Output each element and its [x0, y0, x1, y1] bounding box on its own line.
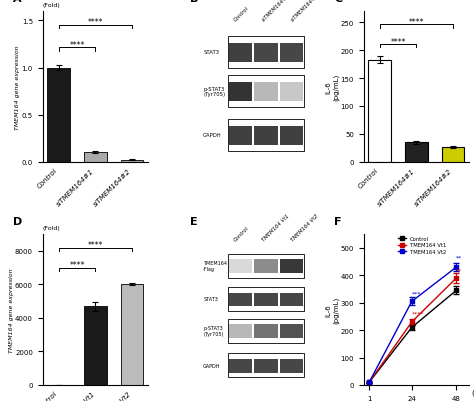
- Text: ****: ****: [88, 241, 103, 250]
- Y-axis label: TMEM164 gene expression: TMEM164 gene expression: [9, 267, 14, 352]
- FancyBboxPatch shape: [280, 293, 303, 307]
- FancyBboxPatch shape: [255, 260, 278, 273]
- Text: E: E: [191, 216, 198, 226]
- Text: (h): (h): [471, 389, 474, 395]
- FancyBboxPatch shape: [280, 359, 303, 373]
- Text: siTMEM164#2: siTMEM164#2: [290, 0, 320, 22]
- Text: ****: ****: [409, 18, 424, 27]
- FancyBboxPatch shape: [255, 127, 278, 145]
- Text: TMEM164
-Flag: TMEM164 -Flag: [203, 261, 227, 271]
- FancyBboxPatch shape: [280, 127, 303, 145]
- Text: ****: ****: [69, 261, 85, 270]
- FancyBboxPatch shape: [255, 44, 278, 63]
- Text: p-STAT3
(Tyr705): p-STAT3 (Tyr705): [203, 326, 224, 336]
- Text: D: D: [13, 216, 22, 226]
- Text: GAPDH: GAPDH: [203, 363, 221, 368]
- FancyBboxPatch shape: [229, 127, 252, 145]
- Bar: [84, 306, 107, 385]
- FancyBboxPatch shape: [280, 83, 303, 102]
- FancyBboxPatch shape: [228, 319, 304, 343]
- Bar: [442, 148, 465, 162]
- Text: (Fold): (Fold): [43, 225, 60, 230]
- Bar: [368, 61, 391, 162]
- Text: p-STAT3
(Tyr705): p-STAT3 (Tyr705): [203, 86, 225, 97]
- Text: GAPDH: GAPDH: [203, 133, 222, 138]
- FancyBboxPatch shape: [228, 254, 304, 278]
- FancyBboxPatch shape: [280, 324, 303, 338]
- Bar: [84, 153, 107, 162]
- Bar: [121, 285, 144, 385]
- FancyBboxPatch shape: [228, 76, 304, 107]
- FancyBboxPatch shape: [229, 324, 252, 338]
- Text: STAT3: STAT3: [203, 297, 218, 302]
- FancyBboxPatch shape: [255, 324, 278, 338]
- FancyBboxPatch shape: [229, 359, 252, 373]
- Text: ****: ****: [390, 38, 406, 47]
- Bar: [121, 160, 144, 162]
- FancyBboxPatch shape: [280, 260, 303, 273]
- FancyBboxPatch shape: [229, 44, 252, 63]
- FancyBboxPatch shape: [229, 293, 252, 307]
- Text: siTMEM164#1: siTMEM164#1: [261, 0, 292, 22]
- Text: Control: Control: [233, 6, 250, 22]
- Bar: [47, 69, 70, 162]
- Text: A: A: [13, 0, 22, 4]
- Y-axis label: IL-6
(pg/mL): IL-6 (pg/mL): [326, 74, 339, 101]
- FancyBboxPatch shape: [280, 44, 303, 63]
- Text: ***: ***: [412, 291, 421, 296]
- Y-axis label: IL-6
(pg/mL): IL-6 (pg/mL): [326, 296, 339, 323]
- Text: B: B: [191, 0, 199, 4]
- Text: **: **: [456, 267, 463, 273]
- Text: ****: ****: [412, 311, 424, 316]
- Text: (Fold): (Fold): [43, 2, 60, 8]
- FancyBboxPatch shape: [255, 359, 278, 373]
- FancyBboxPatch shape: [229, 83, 252, 102]
- Text: TMEM164 Vt2: TMEM164 Vt2: [290, 213, 319, 242]
- FancyBboxPatch shape: [255, 83, 278, 102]
- FancyBboxPatch shape: [229, 260, 252, 273]
- FancyBboxPatch shape: [228, 287, 304, 311]
- Text: F: F: [334, 216, 342, 226]
- Text: **: **: [456, 255, 463, 260]
- Y-axis label: TMEM164 gene expression: TMEM164 gene expression: [15, 45, 20, 130]
- FancyBboxPatch shape: [255, 293, 278, 307]
- Text: Control: Control: [233, 225, 250, 242]
- Text: ****: ****: [88, 18, 103, 27]
- FancyBboxPatch shape: [228, 353, 304, 377]
- Text: STAT3: STAT3: [203, 50, 219, 55]
- Text: TMEM164 Vt1: TMEM164 Vt1: [261, 213, 291, 242]
- Text: C: C: [334, 0, 342, 4]
- Legend: Control, TMEM164 Vt1, TMEM164 Vt2: Control, TMEM164 Vt1, TMEM164 Vt2: [396, 234, 448, 257]
- FancyBboxPatch shape: [228, 37, 304, 69]
- Bar: [405, 143, 428, 162]
- FancyBboxPatch shape: [228, 119, 304, 151]
- Text: ****: ****: [69, 41, 85, 50]
